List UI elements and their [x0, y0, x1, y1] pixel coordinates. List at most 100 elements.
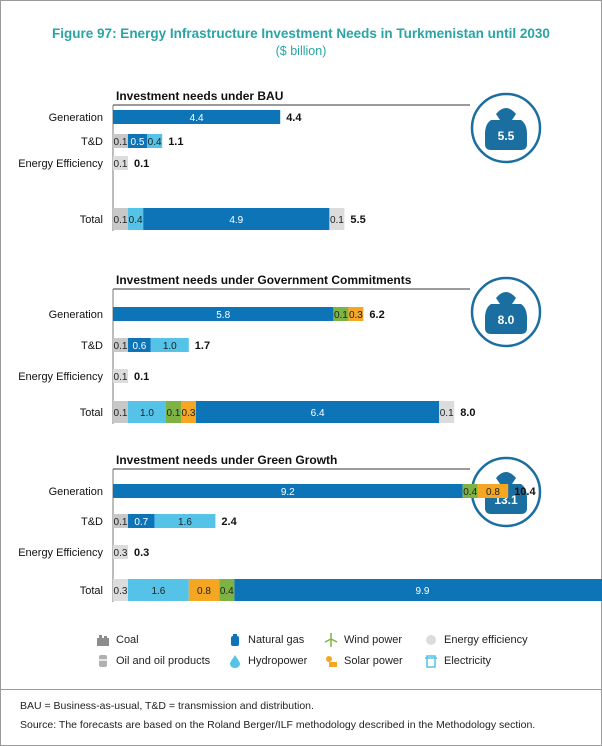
data-label: 0.4 — [129, 215, 143, 226]
data-label: 0.1 — [440, 408, 454, 419]
row-total: 8.0 — [460, 407, 475, 419]
bar-segment — [188, 579, 220, 601]
data-label: 0.7 — [134, 517, 148, 528]
money-bag-icon — [496, 292, 516, 304]
solar-icon — [324, 654, 338, 668]
data-label: 6.4 — [311, 408, 325, 419]
bar-segment — [113, 545, 128, 559]
bar-segment — [113, 110, 281, 124]
bar-segment — [348, 307, 364, 321]
panel-title: Investment needs under Green Growth — [116, 453, 337, 467]
row-total: 5.5 — [350, 214, 365, 226]
row-total: 1.1 — [168, 136, 183, 148]
legend-electricity: Electricity — [424, 654, 491, 668]
legend-hydropower: Hydropower — [228, 654, 307, 668]
data-label: 0.1 — [167, 408, 181, 419]
bar-segment — [113, 484, 463, 498]
row-total: 10.4 — [514, 486, 536, 498]
category-label: T&D — [81, 136, 103, 148]
bar-segment — [154, 514, 216, 528]
money-bag-icon — [496, 472, 516, 484]
data-label: 0.1 — [114, 341, 128, 352]
badge-value: 5.5 — [498, 129, 515, 143]
data-label: 0.4 — [463, 487, 477, 498]
data-label: 0.3 — [349, 310, 363, 321]
category-label: Total — [80, 585, 103, 597]
abbreviation-note: BAU = Business-as-usual, T&D = transmiss… — [20, 700, 314, 712]
data-label: 0.3 — [114, 586, 128, 597]
legend-label: Solar power — [344, 655, 403, 667]
data-label: 0.3 — [182, 408, 196, 419]
money-bag-icon — [485, 120, 527, 150]
bar-segment — [333, 307, 349, 321]
row-total: 1.7 — [195, 340, 210, 352]
bar-segment — [113, 338, 128, 352]
category-label: T&D — [81, 516, 103, 528]
panel-title: Investment needs under BAU — [116, 89, 283, 103]
data-label: 0.1 — [114, 159, 128, 170]
figure-title: Figure 97: Energy Infrastructure Investm… — [52, 26, 550, 41]
category-label: T&D — [81, 340, 103, 352]
category-label: Energy Efficiency — [18, 158, 103, 170]
bar-segment — [219, 579, 235, 601]
category-label: Total — [80, 214, 103, 226]
bar-segment — [181, 401, 196, 423]
category-label: Energy Efficiency — [18, 371, 103, 383]
data-label: 9.2 — [281, 487, 295, 498]
legend-label: Oil and oil products — [116, 655, 211, 667]
bar-segment — [329, 208, 345, 230]
legend-coal: Coal — [96, 633, 139, 647]
data-label: 4.9 — [229, 215, 243, 226]
row-total: 0.1 — [134, 371, 149, 383]
bar-segment — [128, 134, 147, 148]
data-label: 0.8 — [486, 487, 500, 498]
data-label: 1.6 — [178, 517, 192, 528]
bar-segment — [113, 208, 128, 230]
data-label: 1.0 — [163, 341, 177, 352]
data-label: 1.0 — [140, 408, 154, 419]
legend-label: Wind power — [344, 634, 403, 646]
money-bag-icon — [496, 108, 516, 120]
category-label: Total — [80, 407, 103, 419]
data-label: 9.9 — [416, 586, 430, 597]
hydropower-icon — [228, 654, 242, 668]
bar-segment — [113, 579, 128, 601]
data-label: 0.1 — [114, 137, 128, 148]
legend-wind: Wind power — [324, 633, 402, 647]
bar-segment — [166, 401, 181, 423]
legend-label: Energy efficiency — [444, 634, 528, 646]
bar-segment — [147, 134, 163, 148]
bar-segment — [128, 401, 166, 423]
bar-segment — [439, 401, 455, 423]
gas-icon — [228, 633, 242, 647]
data-label: 0.3 — [114, 548, 128, 559]
data-label: 5.8 — [216, 310, 230, 321]
badge-value: 8.0 — [498, 313, 515, 327]
row-total: 0.3 — [134, 547, 149, 559]
bar-segment — [113, 401, 128, 423]
coal-icon — [96, 633, 110, 647]
legend-solar: Solar power — [324, 654, 403, 668]
notes-divider — [0, 689, 602, 690]
source-note: Source: The forecasts are based on the R… — [20, 719, 536, 731]
category-label: Energy Efficiency — [18, 547, 103, 559]
bar-segment — [113, 369, 128, 383]
wind-icon — [324, 633, 338, 647]
bar-segment — [196, 401, 440, 423]
row-total: 6.2 — [369, 309, 384, 321]
electricity-icon — [424, 654, 438, 668]
data-label: 0.1 — [334, 310, 348, 321]
legend-label: Natural gas — [248, 634, 305, 646]
bar-segment — [128, 579, 189, 601]
data-label: 0.6 — [132, 341, 146, 352]
bar-segment — [150, 338, 189, 352]
bar-segment — [462, 484, 478, 498]
bar-segment — [143, 208, 330, 230]
category-label: Generation — [49, 112, 103, 124]
legend-oil: Oil and oil products — [96, 654, 210, 668]
row-total: 4.4 — [286, 112, 302, 124]
category-label: Generation — [49, 486, 103, 498]
efficiency-icon — [424, 633, 438, 647]
data-label: 1.6 — [151, 586, 165, 597]
data-label: 4.4 — [190, 113, 204, 124]
